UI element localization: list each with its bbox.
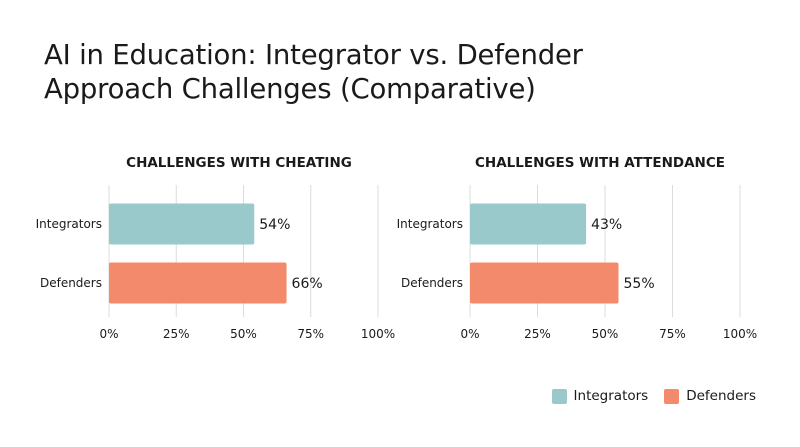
category-label-integrators: Integrators — [36, 217, 102, 231]
x-tick-label: 100% — [361, 327, 395, 341]
x-tick-label: 0% — [99, 327, 118, 341]
legend-label-defenders: Defenders — [686, 388, 756, 404]
category-label-defenders: Defenders — [40, 276, 102, 290]
panel-title: CHALLENGES WITH CHEATING — [126, 155, 352, 171]
chart-panel-1: CHALLENGES WITH CHEATING 0% 25% 50% 75% 100% I… — [36, 155, 396, 341]
data-label-defenders: 66% — [292, 276, 323, 292]
x-tick-label: 75% — [297, 327, 324, 341]
x-tick-label: 50% — [230, 327, 257, 341]
category-label-defenders: Defenders — [401, 276, 463, 290]
bar-integrators — [470, 203, 587, 245]
legend-item-defenders: Defenders — [664, 388, 756, 404]
legend-label-integrators: Integrators — [573, 388, 649, 404]
chart-title-line-2: Approach Challenges (Comparative) — [44, 73, 536, 105]
category-label-integrators: Integrators — [397, 217, 463, 231]
x-tick-label: 25% — [524, 327, 551, 341]
chart-title-line-1: AI in Education: Integrator vs. Defender — [44, 39, 583, 71]
data-label-defenders: 55% — [624, 276, 655, 292]
x-tick-label: 0% — [460, 327, 479, 341]
chart-panel-2: CHALLENGES WITH ATTENDANCE 0% 25% 50% 75% 100… — [397, 155, 758, 341]
legend-item-integrators: Integrators — [551, 388, 649, 404]
data-label-integrators: 54% — [259, 217, 290, 233]
legend-swatch-defenders — [664, 388, 680, 404]
chart-title: AI in Education: Integrator vs. Defender… — [44, 38, 764, 106]
x-tick-label: 100% — [723, 327, 757, 341]
x-tick-label: 50% — [592, 327, 619, 341]
panel-title: CHALLENGES WITH ATTENDANCE — [475, 155, 725, 171]
x-tick-label: 75% — [659, 327, 686, 341]
x-tick-label: 25% — [163, 327, 190, 341]
bar-integrators — [109, 203, 255, 245]
bar-defenders — [470, 262, 619, 304]
bar-defenders — [109, 262, 287, 304]
legend-swatch-integrators — [551, 388, 567, 404]
data-label-integrators: 43% — [591, 217, 622, 233]
legend: Integrators Defenders — [551, 388, 756, 404]
